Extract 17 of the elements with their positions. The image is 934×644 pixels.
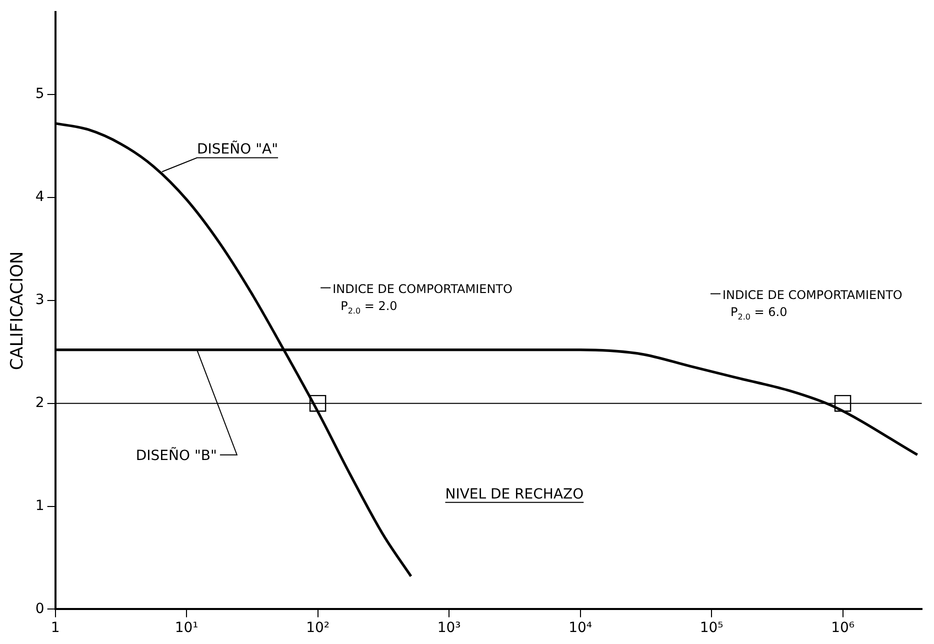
y-tick-label: 3	[35, 292, 44, 308]
x-tick-label: 1	[50, 620, 60, 636]
ref-line-label: NIVEL DE RECHAZO	[445, 486, 584, 502]
y-tick-label: 4	[35, 189, 44, 206]
y-tick-label: 5	[35, 86, 44, 102]
annotation: DISEÑO "A"	[197, 140, 278, 158]
x-tick-label: 10⁵	[700, 620, 724, 636]
annotation: DISEÑO "B"	[136, 446, 217, 464]
y-axis-title: CALIFICACION	[8, 251, 28, 370]
x-tick-label: 10¹	[174, 620, 198, 636]
y-tick-label: 0	[35, 600, 44, 617]
y-tick-label: 2	[35, 394, 44, 411]
x-tick-label: 10³	[437, 620, 461, 636]
x-tick-label: 10⁶	[831, 620, 855, 636]
y-tick-label: 1	[35, 498, 44, 514]
x-tick-label: 10²	[306, 620, 330, 636]
x-tick-label: 10⁴	[568, 620, 592, 636]
